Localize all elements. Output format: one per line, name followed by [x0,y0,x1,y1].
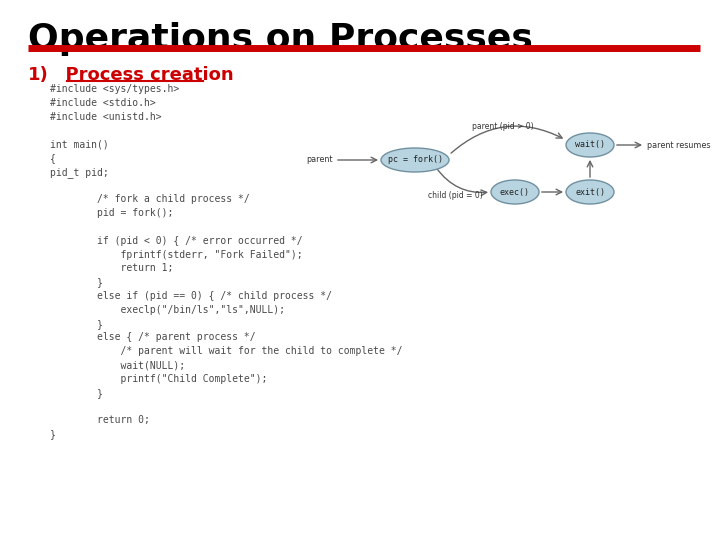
Text: pc = fork(): pc = fork() [387,156,443,165]
Text: exit(): exit() [575,187,605,197]
Text: else { /* parent process */: else { /* parent process */ [50,333,256,342]
Text: }: } [50,277,103,287]
Text: return 0;: return 0; [50,415,150,425]
Text: /* parent will wait for the child to complete */: /* parent will wait for the child to com… [50,346,402,356]
Text: child (pid = 0): child (pid = 0) [428,192,482,200]
Text: execlp("/bin/ls","ls",NULL);: execlp("/bin/ls","ls",NULL); [50,305,285,315]
Text: parent (pid > 0): parent (pid > 0) [472,122,534,131]
Text: Operations on Processes: Operations on Processes [28,22,533,56]
Text: else if (pid == 0) { /* child process */: else if (pid == 0) { /* child process */ [50,291,332,301]
Text: printf("Child Complete");: printf("Child Complete"); [50,374,267,384]
Text: wait(NULL);: wait(NULL); [50,360,185,370]
Text: }: } [50,429,56,439]
Text: #include <unistd.h>: #include <unistd.h> [50,112,161,122]
Text: int main(): int main() [50,139,109,149]
Text: #include <sys/types.h>: #include <sys/types.h> [50,84,179,94]
Text: 1): 1) [28,66,49,84]
Text: if (pid < 0) { /* error occurred */: if (pid < 0) { /* error occurred */ [50,236,302,246]
Ellipse shape [566,133,614,157]
Text: {: { [50,153,56,163]
Text: /* fork a child process */: /* fork a child process */ [50,194,250,205]
Text: pid_t pid;: pid_t pid; [50,167,109,178]
Text: parent resumes: parent resumes [647,140,711,150]
Text: #include <stdio.h>: #include <stdio.h> [50,98,156,108]
Text: parent: parent [307,156,333,165]
Text: return 1;: return 1; [50,264,174,273]
Ellipse shape [381,148,449,172]
Ellipse shape [566,180,614,204]
Text: }: } [50,319,103,329]
Text: fprintf(stderr, "Fork Failed");: fprintf(stderr, "Fork Failed"); [50,249,302,260]
Ellipse shape [491,180,539,204]
Text: }: } [50,388,103,397]
Text: pid = fork();: pid = fork(); [50,208,174,218]
Text: Process creation: Process creation [53,66,233,84]
Text: exec(): exec() [500,187,530,197]
Text: wait(): wait() [575,140,605,150]
